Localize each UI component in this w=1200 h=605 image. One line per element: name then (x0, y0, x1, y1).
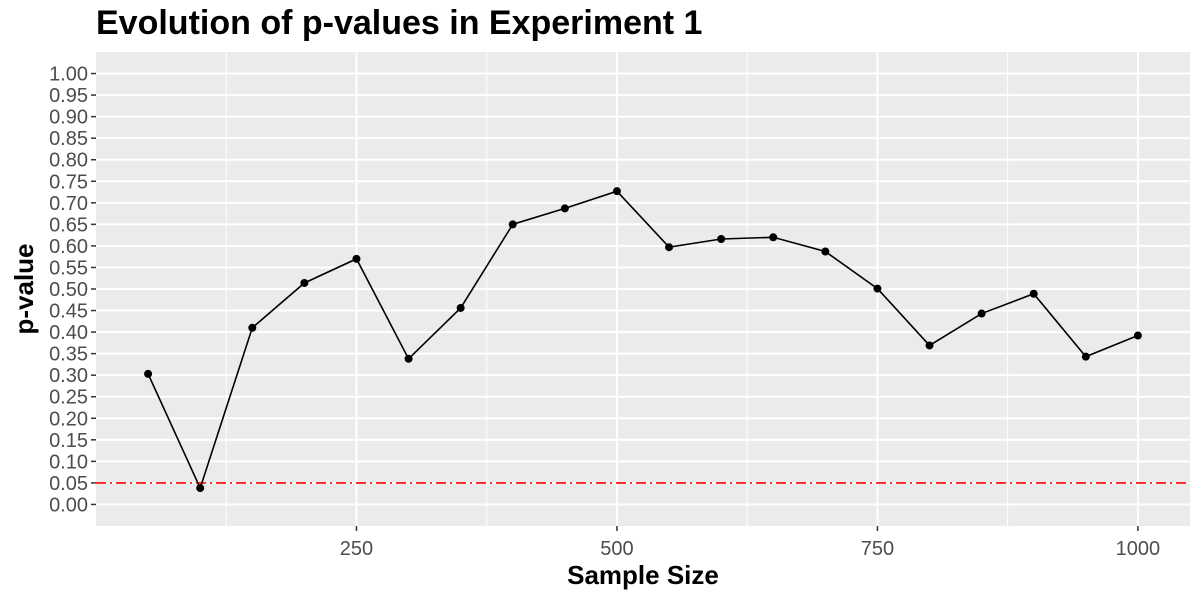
y-tick-label: 0.25 (49, 387, 88, 409)
data-point (456, 303, 465, 312)
y-tick-label: 0.65 (49, 214, 88, 236)
x-tick-label: 1000 (1116, 538, 1161, 560)
data-point (1081, 352, 1090, 361)
y-tick-label: 0.50 (49, 279, 88, 301)
chart-title: Evolution of p-values in Experiment 1 (96, 4, 702, 42)
series-layer (147, 190, 1139, 491)
y-tick-label: 0.30 (49, 365, 88, 387)
y-tick-label: 0.75 (49, 171, 88, 193)
x-tick-label: 750 (861, 538, 894, 560)
y-axis-title: p-value (9, 243, 39, 334)
data-point (300, 278, 309, 287)
data-point (925, 341, 934, 350)
x-axis-title: Sample Size (567, 560, 719, 590)
data-point (1029, 289, 1038, 298)
data-point (404, 354, 413, 363)
y-tick-label: 0.45 (49, 301, 88, 323)
y-tick-label: 0.05 (49, 473, 88, 495)
y-tick-label: 0.00 (49, 494, 88, 516)
data-point (665, 243, 674, 252)
y-tick-label: 0.20 (49, 408, 88, 430)
y-axis: 0.000.050.100.150.200.250.300.350.400.45… (49, 64, 96, 516)
x-tick-label: 500 (600, 538, 633, 560)
y-tick-label: 0.90 (49, 107, 88, 129)
data-point (977, 309, 986, 318)
y-tick-label: 0.40 (49, 322, 88, 344)
data-point (717, 235, 726, 244)
y-tick-label: 0.55 (49, 257, 88, 279)
data-point (612, 187, 621, 196)
y-tick-label: 0.95 (49, 85, 88, 107)
data-point (508, 220, 517, 229)
y-tick-label: 0.35 (49, 344, 88, 366)
y-tick-label: 0.70 (49, 193, 88, 215)
y-tick-label: 0.80 (49, 150, 88, 172)
data-point (873, 284, 882, 293)
data-point (248, 323, 257, 332)
x-axis: 250 500 750 1000 (340, 526, 1160, 560)
data-point (196, 484, 205, 493)
data-point (352, 254, 361, 263)
y-tick-label: 0.15 (49, 430, 88, 452)
series-line (147, 190, 1139, 491)
x-tick-label: 250 (340, 538, 373, 560)
data-point (144, 369, 153, 378)
y-tick-label: 0.10 (49, 451, 88, 473)
y-tick-label: 0.60 (49, 236, 88, 258)
y-tick-label: 0.85 (49, 128, 88, 150)
y-tick-label: 1.00 (49, 64, 88, 86)
data-point (769, 233, 778, 242)
data-point (821, 247, 830, 256)
points-layer (144, 187, 1142, 493)
data-point (560, 204, 569, 213)
data-point (1133, 331, 1142, 340)
